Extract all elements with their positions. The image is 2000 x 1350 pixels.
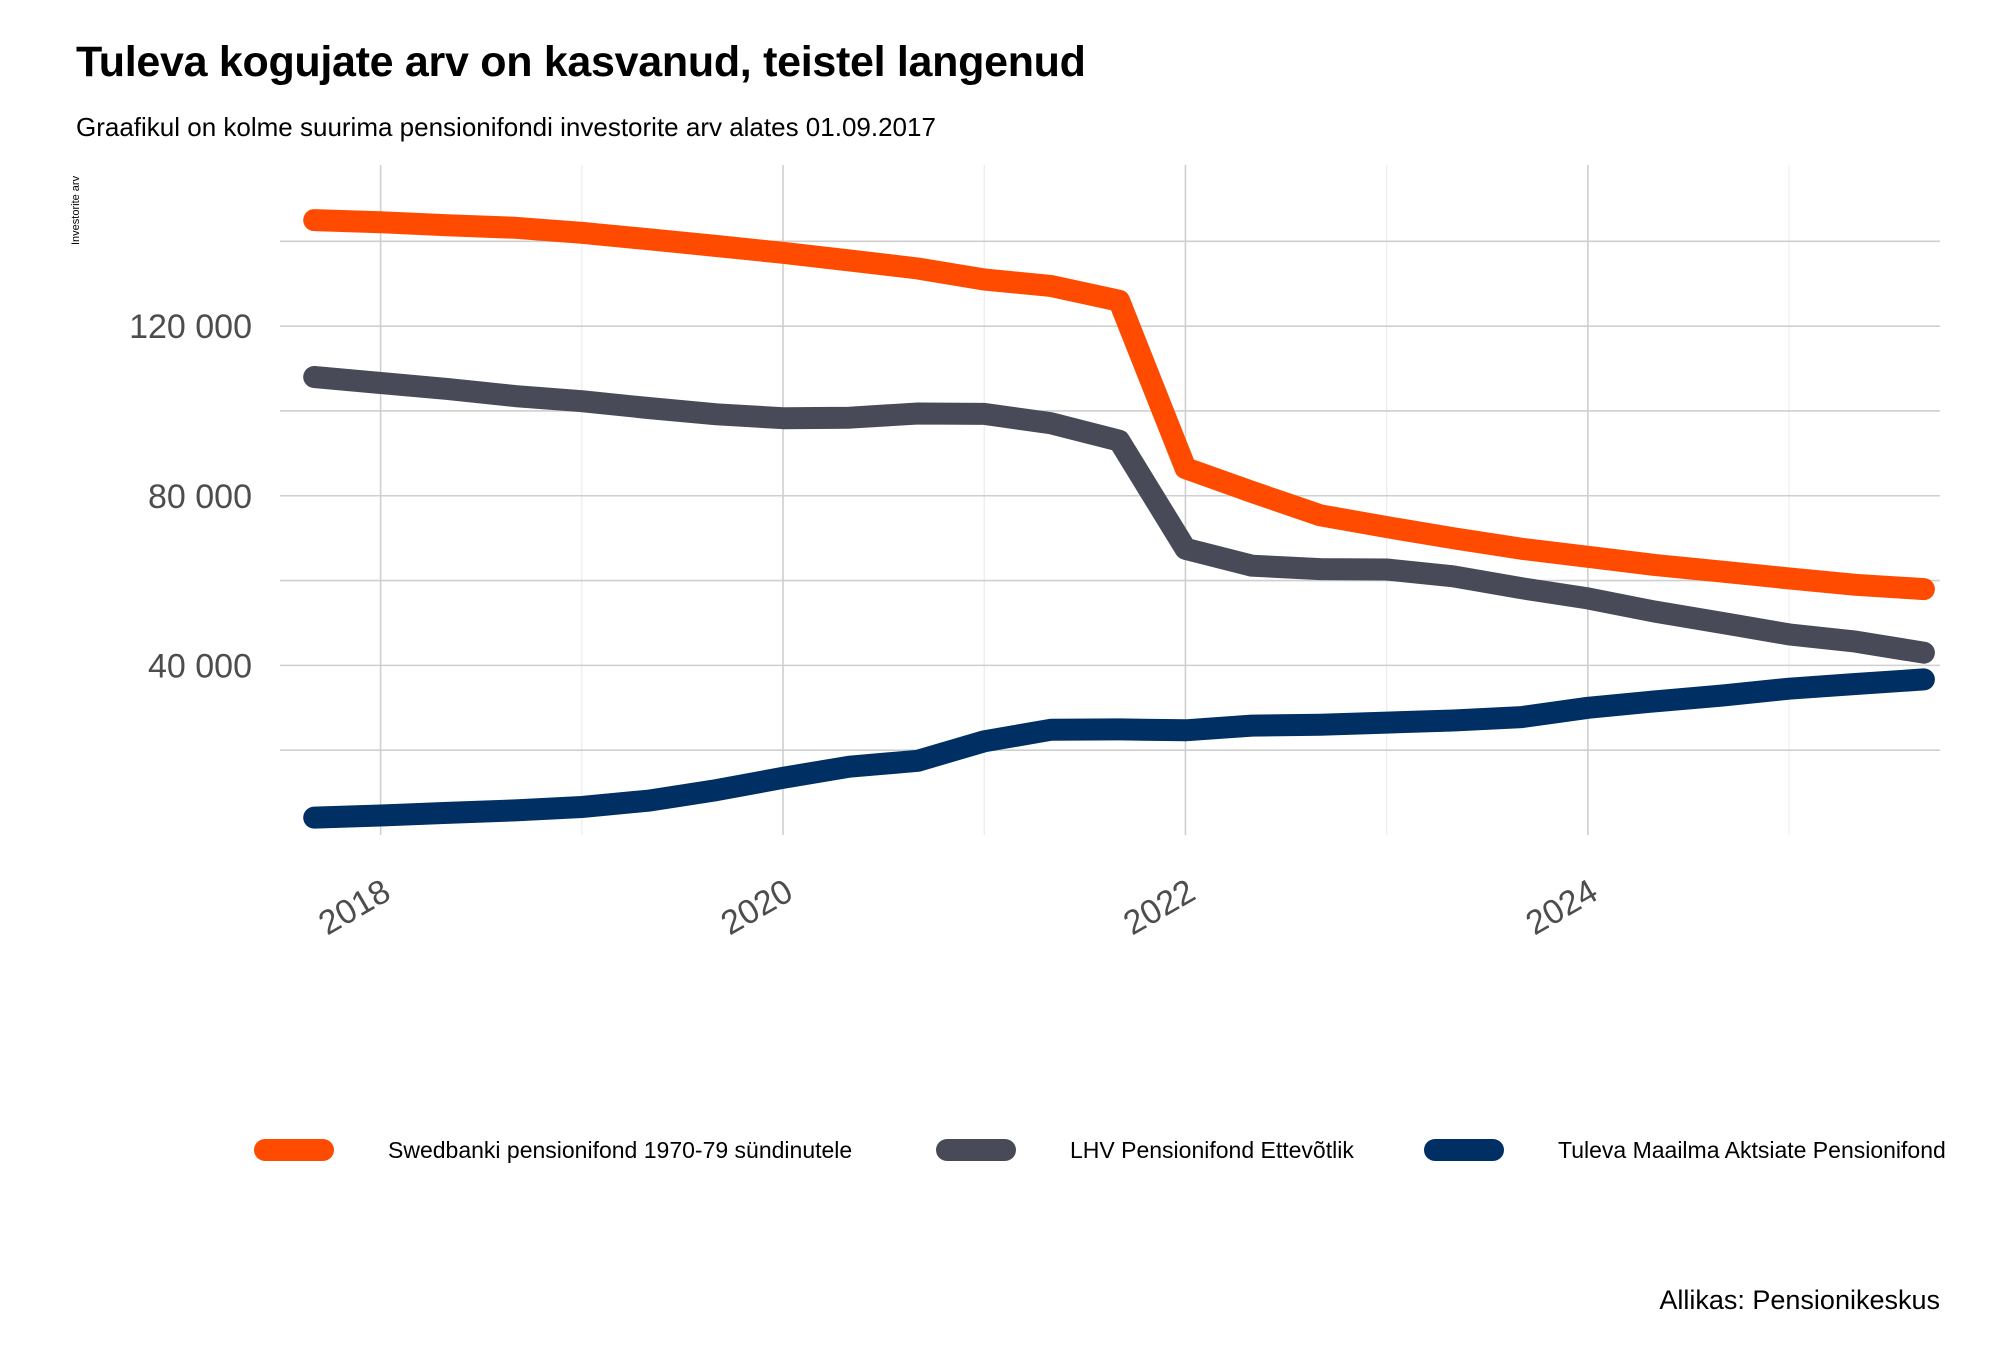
legend-key-swedbank	[254, 1139, 334, 1161]
x-tick-label: 2020	[715, 872, 800, 943]
series-line-0	[303, 209, 1935, 601]
series-line-2	[303, 668, 1935, 829]
chart-subtitle: Graafikul on kolme suurima pensionifondi…	[76, 112, 936, 142]
x-tick-labels: 2018 2020 2022 2024	[312, 872, 1604, 943]
y-tick-label: 120 000	[129, 308, 252, 346]
legend-label-lhv: LHV Pensionifond Ettevõtlik	[1070, 1136, 1354, 1163]
chart-title: Tuleva kogujate arv on kasvanud, teistel…	[76, 38, 1086, 86]
series-lines	[303, 209, 1935, 829]
y-tick-labels: 40 000 80 000 120 000	[129, 308, 252, 685]
legend: Swedbanki pensionifond 1970-79 sündinute…	[0, 1125, 2000, 1175]
legend-label-tuleva: Tuleva Maailma Aktsiate Pensionifond	[1558, 1136, 1946, 1163]
y-tick-label: 40 000	[148, 647, 252, 685]
x-tick-label: 2024	[1519, 872, 1604, 943]
x-tick-label: 2018	[312, 872, 397, 943]
x-tick-label: 2022	[1117, 872, 1202, 943]
legend-label-swedbank: Swedbanki pensionifond 1970-79 sündinute…	[388, 1136, 853, 1163]
legend-key-tuleva	[1424, 1139, 1504, 1161]
line-chart: 40 000 80 000 120 000 2018 2020 2022 2024	[129, 165, 1940, 943]
legend-item-swedbank: Swedbanki pensionifond 1970-79 sündinute…	[254, 1125, 852, 1175]
y-tick-label: 80 000	[148, 478, 252, 516]
series-line-1	[303, 366, 1935, 664]
source-caption: Allikas: Pensionikeskus	[1659, 1285, 1940, 1315]
legend-item-lhv: LHV Pensionifond Ettevõtlik	[936, 1125, 1354, 1175]
legend-key-lhv	[936, 1139, 1016, 1161]
legend-item-tuleva: Tuleva Maailma Aktsiate Pensionifond	[1424, 1125, 1946, 1175]
